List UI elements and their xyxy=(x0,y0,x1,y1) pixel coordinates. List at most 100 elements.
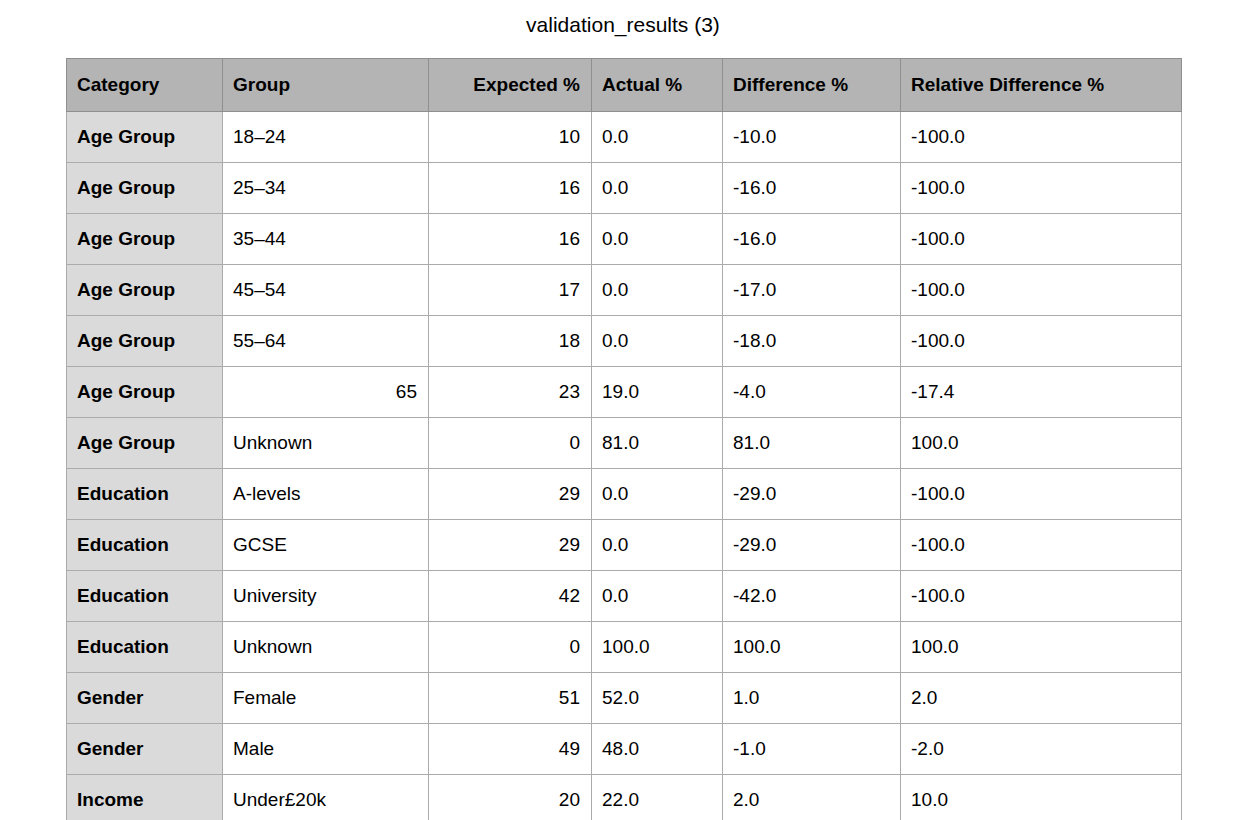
table-cell: -100.0 xyxy=(901,571,1182,622)
table-cell: 65 xyxy=(223,367,429,418)
table-cell: -100.0 xyxy=(901,265,1182,316)
table-row: Age Group55–64180.0-18.0-100.0 xyxy=(67,316,1182,367)
category-cell: Age Group xyxy=(67,214,223,265)
table-cell: 1.0 xyxy=(723,673,901,724)
table-cell: -100.0 xyxy=(901,520,1182,571)
table-cell: 0 xyxy=(429,418,592,469)
table-cell: -100.0 xyxy=(901,469,1182,520)
table-cell: -2.0 xyxy=(901,724,1182,775)
table-cell: 29 xyxy=(429,469,592,520)
category-cell: Age Group xyxy=(67,112,223,163)
category-cell: Age Group xyxy=(67,265,223,316)
table-row: IncomeUnder£20k2022.02.010.0 xyxy=(67,775,1182,820)
table-row: GenderMale4948.0-1.0-2.0 xyxy=(67,724,1182,775)
table-cell: -17.4 xyxy=(901,367,1182,418)
header-row: CategoryGroupExpected %Actual %Differenc… xyxy=(67,59,1182,112)
table-cell: 18–24 xyxy=(223,112,429,163)
table-cell: GCSE xyxy=(223,520,429,571)
validation-results-table: CategoryGroupExpected %Actual %Differenc… xyxy=(66,58,1182,820)
table-cell: 0.0 xyxy=(592,316,723,367)
table-cell: Under£20k xyxy=(223,775,429,820)
category-cell: Education xyxy=(67,622,223,673)
table-cell: 0 xyxy=(429,622,592,673)
category-cell: Gender xyxy=(67,724,223,775)
category-cell: Education xyxy=(67,571,223,622)
table-cell: 100.0 xyxy=(723,622,901,673)
table-cell: 81.0 xyxy=(592,418,723,469)
table-cell: Male xyxy=(223,724,429,775)
table-cell: -16.0 xyxy=(723,214,901,265)
csv-preview-page: validation_results (3) CategoryGroupExpe… xyxy=(0,0,1254,820)
table-cell: University xyxy=(223,571,429,622)
category-cell: Age Group xyxy=(67,316,223,367)
table-cell: 19.0 xyxy=(592,367,723,418)
table-cell: 100.0 xyxy=(901,622,1182,673)
category-cell: Age Group xyxy=(67,418,223,469)
table-cell: -29.0 xyxy=(723,469,901,520)
column-header: Category xyxy=(67,59,223,112)
category-cell: Income xyxy=(67,775,223,820)
table-cell: 49 xyxy=(429,724,592,775)
table-cell: -1.0 xyxy=(723,724,901,775)
table-cell: 0.0 xyxy=(592,214,723,265)
table-cell: Female xyxy=(223,673,429,724)
table-row: Age Group35–44160.0-16.0-100.0 xyxy=(67,214,1182,265)
table-row: Age Group652319.0-4.0-17.4 xyxy=(67,367,1182,418)
table-cell: -100.0 xyxy=(901,112,1182,163)
table-row: EducationGCSE290.0-29.0-100.0 xyxy=(67,520,1182,571)
table-cell: Unknown xyxy=(223,622,429,673)
table-cell: 25–34 xyxy=(223,163,429,214)
table-cell: 0.0 xyxy=(592,265,723,316)
table-cell: 29 xyxy=(429,520,592,571)
table-cell: -100.0 xyxy=(901,316,1182,367)
table-cell: 51 xyxy=(429,673,592,724)
table-cell: 0.0 xyxy=(592,520,723,571)
table-cell: -100.0 xyxy=(901,163,1182,214)
table-cell: 10 xyxy=(429,112,592,163)
table-cell: 23 xyxy=(429,367,592,418)
table-cell: 22.0 xyxy=(592,775,723,820)
table-cell: 2.0 xyxy=(901,673,1182,724)
table-row: EducationUniversity420.0-42.0-100.0 xyxy=(67,571,1182,622)
table-cell: 2.0 xyxy=(723,775,901,820)
table-row: Age Group45–54170.0-17.0-100.0 xyxy=(67,265,1182,316)
table-cell: -10.0 xyxy=(723,112,901,163)
category-cell: Age Group xyxy=(67,367,223,418)
table-cell: 55–64 xyxy=(223,316,429,367)
table-cell: 100.0 xyxy=(592,622,723,673)
table-cell: 18 xyxy=(429,316,592,367)
table-cell: 0.0 xyxy=(592,112,723,163)
table-cell: 10.0 xyxy=(901,775,1182,820)
page-title: validation_results (3) xyxy=(66,11,1180,38)
table-cell: 48.0 xyxy=(592,724,723,775)
table-cell: -100.0 xyxy=(901,214,1182,265)
category-cell: Gender xyxy=(67,673,223,724)
table-row: EducationUnknown0100.0100.0100.0 xyxy=(67,622,1182,673)
table-cell: -16.0 xyxy=(723,163,901,214)
table-cell: 100.0 xyxy=(901,418,1182,469)
table-cell: 42 xyxy=(429,571,592,622)
table-cell: 0.0 xyxy=(592,469,723,520)
table-body: Age Group18–24100.0-10.0-100.0Age Group2… xyxy=(67,112,1182,820)
table-cell: -29.0 xyxy=(723,520,901,571)
table-cell: 20 xyxy=(429,775,592,820)
table-cell: -42.0 xyxy=(723,571,901,622)
table-cell: -18.0 xyxy=(723,316,901,367)
table-row: EducationA-levels290.0-29.0-100.0 xyxy=(67,469,1182,520)
table-row: GenderFemale5152.01.02.0 xyxy=(67,673,1182,724)
category-cell: Education xyxy=(67,520,223,571)
column-header: Expected % xyxy=(429,59,592,112)
table-cell: 52.0 xyxy=(592,673,723,724)
column-header: Group xyxy=(223,59,429,112)
table-cell: 35–44 xyxy=(223,214,429,265)
column-header: Difference % xyxy=(723,59,901,112)
table-cell: 0.0 xyxy=(592,571,723,622)
table-row: Age Group25–34160.0-16.0-100.0 xyxy=(67,163,1182,214)
table-row: Age Group18–24100.0-10.0-100.0 xyxy=(67,112,1182,163)
table-cell: 16 xyxy=(429,214,592,265)
table-cell: 45–54 xyxy=(223,265,429,316)
table-row: Age GroupUnknown081.081.0100.0 xyxy=(67,418,1182,469)
table-cell: 17 xyxy=(429,265,592,316)
column-header: Actual % xyxy=(592,59,723,112)
table-cell: Unknown xyxy=(223,418,429,469)
